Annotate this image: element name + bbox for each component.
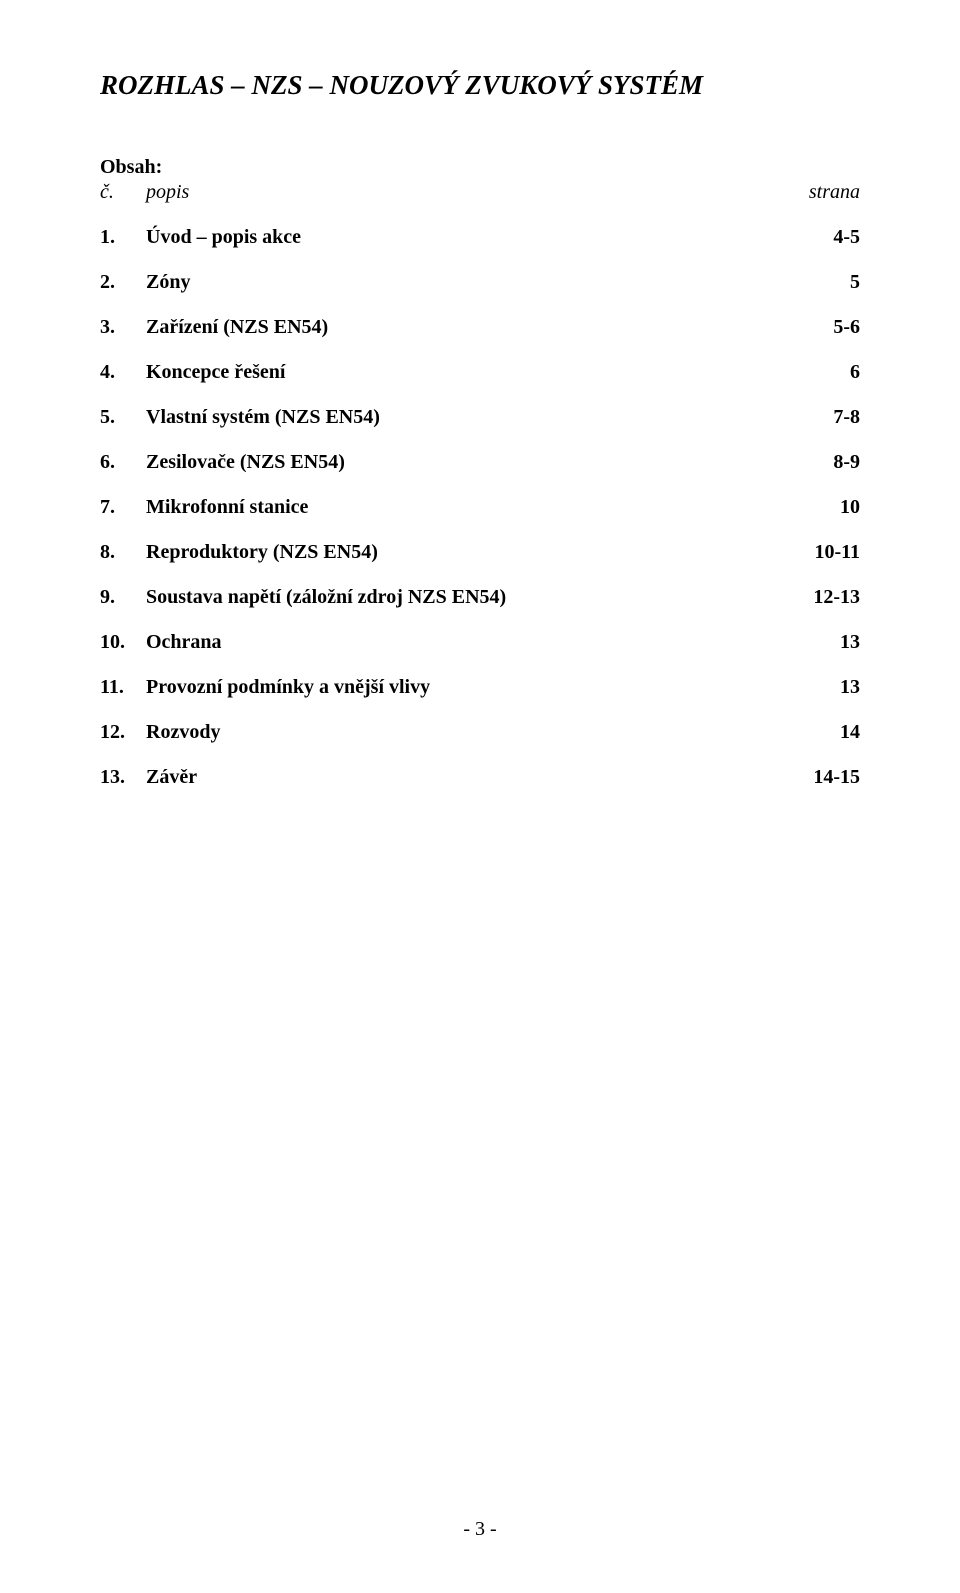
toc-row: 3.Zařízení (NZS EN54)5-6 (100, 316, 860, 339)
toc-row-page: 10-11 (770, 541, 860, 564)
toc-row-page: 12-13 (770, 586, 860, 609)
toc-row-desc: Zóny (146, 271, 770, 294)
toc-row-page: 13 (770, 631, 860, 654)
toc-row-num: 2. (100, 271, 146, 294)
toc-row-num: 4. (100, 361, 146, 384)
toc-row: 2.Zóny5 (100, 271, 860, 294)
toc-row-page: 5-6 (770, 316, 860, 339)
toc-row-page: 10 (770, 496, 860, 519)
toc-row-num: 10. (100, 631, 146, 654)
toc-row-page: 13 (770, 676, 860, 699)
toc-row-page: 8-9 (770, 451, 860, 474)
toc-row-desc: Soustava napětí (záložní zdroj NZS EN54) (146, 586, 770, 609)
toc-row-desc: Koncepce řešení (146, 361, 770, 384)
toc-row-num: 1. (100, 226, 146, 249)
toc-row-num: 9. (100, 586, 146, 609)
toc-row: 7.Mikrofonní stanice10 (100, 496, 860, 519)
page-number: - 3 - (0, 1518, 960, 1541)
toc-row: 13.Závěr14-15 (100, 766, 860, 789)
toc-row-desc: Vlastní systém (NZS EN54) (146, 406, 770, 429)
toc-row-num: 3. (100, 316, 146, 339)
toc-heading: Obsah: (100, 156, 860, 179)
toc-row-num: 12. (100, 721, 146, 744)
toc-header-num: č. (100, 181, 146, 204)
toc-row: 10.Ochrana13 (100, 631, 860, 654)
toc-row-desc: Mikrofonní stanice (146, 496, 770, 519)
toc-row-num: 7. (100, 496, 146, 519)
toc-row-num: 6. (100, 451, 146, 474)
toc-row: 9.Soustava napětí (záložní zdroj NZS EN5… (100, 586, 860, 609)
toc-row-num: 8. (100, 541, 146, 564)
toc-row-desc: Rozvody (146, 721, 770, 744)
toc-row: 11.Provozní podmínky a vnější vlivy13 (100, 676, 860, 699)
toc-row-page: 6 (770, 361, 860, 384)
toc-row-desc: Úvod – popis akce (146, 226, 770, 249)
toc-row-page: 14 (770, 721, 860, 744)
toc-row-page: 7-8 (770, 406, 860, 429)
page: ROZHLAS – NZS – NOUZOVÝ ZVUKOVÝ SYSTÉM O… (0, 0, 960, 1593)
toc-row: 1.Úvod – popis akce4-5 (100, 226, 860, 249)
toc-row-num: 5. (100, 406, 146, 429)
toc-row-page: 5 (770, 271, 860, 294)
toc-row: 4.Koncepce řešení6 (100, 361, 860, 384)
toc-header-row: č. popis strana (100, 181, 860, 204)
toc-row: 8.Reproduktory (NZS EN54)10-11 (100, 541, 860, 564)
toc-row-desc: Zařízení (NZS EN54) (146, 316, 770, 339)
toc-row-num: 13. (100, 766, 146, 789)
toc-row: 5.Vlastní systém (NZS EN54)7-8 (100, 406, 860, 429)
toc-row-desc: Provozní podmínky a vnější vlivy (146, 676, 770, 699)
toc-body: 1.Úvod – popis akce4-5 2.Zóny5 3.Zařízení … (100, 226, 860, 789)
toc-row-desc: Závěr (146, 766, 770, 789)
toc-row-desc: Reproduktory (NZS EN54) (146, 541, 770, 564)
toc-row-desc: Zesilovače (NZS EN54) (146, 451, 770, 474)
toc-row-page: 4-5 (770, 226, 860, 249)
toc-header-desc: popis (146, 181, 770, 204)
document-title: ROZHLAS – NZS – NOUZOVÝ ZVUKOVÝ SYSTÉM (100, 70, 860, 101)
toc-row: 6.Zesilovače (NZS EN54)8-9 (100, 451, 860, 474)
toc-row-page: 14-15 (770, 766, 860, 789)
toc-row-desc: Ochrana (146, 631, 770, 654)
toc-row: 12.Rozvody14 (100, 721, 860, 744)
toc-header-page: strana (770, 181, 860, 204)
toc-row-num: 11. (100, 676, 146, 699)
